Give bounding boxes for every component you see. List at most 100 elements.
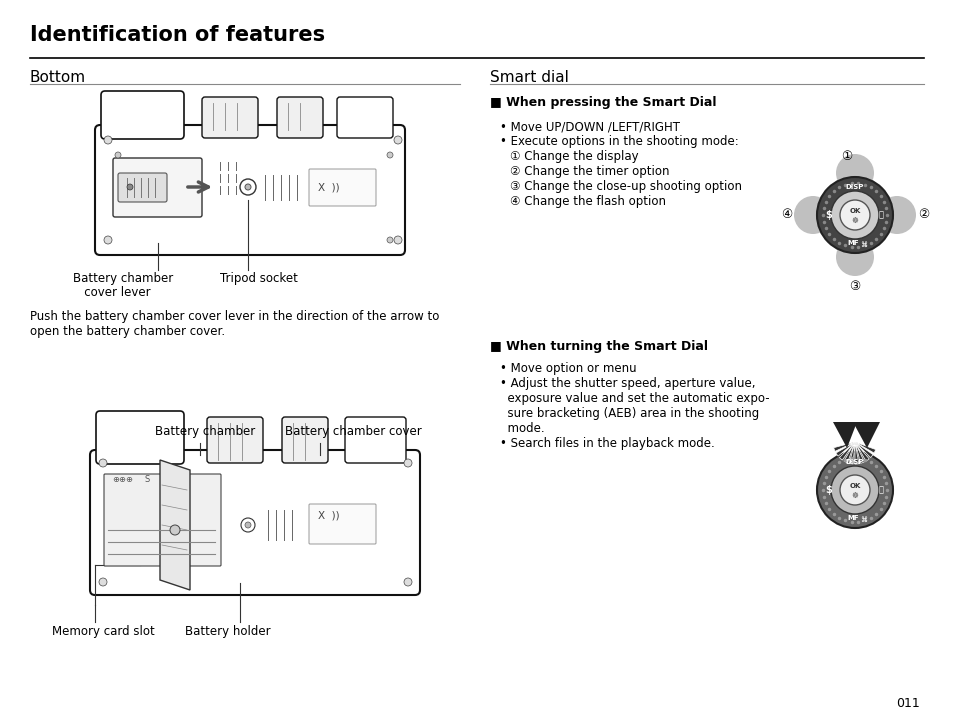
Text: Battery holder: Battery holder — [185, 625, 271, 638]
Text: $: $ — [824, 485, 832, 495]
Text: Tripod socket: Tripod socket — [220, 272, 297, 285]
Text: Battery chamber: Battery chamber — [73, 272, 173, 285]
Circle shape — [170, 525, 180, 535]
Circle shape — [816, 177, 892, 253]
FancyBboxPatch shape — [202, 97, 257, 138]
Text: OK: OK — [848, 483, 860, 489]
Text: open the battery chamber cover.: open the battery chamber cover. — [30, 325, 225, 338]
Text: • Search files in the playback mode.: • Search files in the playback mode. — [499, 437, 714, 450]
Circle shape — [104, 136, 112, 144]
Wedge shape — [854, 442, 863, 463]
Text: mode.: mode. — [499, 422, 544, 435]
Circle shape — [245, 522, 251, 528]
Circle shape — [99, 459, 107, 467]
Text: ②: ② — [917, 209, 928, 222]
Circle shape — [241, 518, 254, 532]
Text: 011: 011 — [895, 697, 919, 710]
Circle shape — [104, 236, 112, 244]
Circle shape — [245, 184, 251, 190]
Text: ② Change the timer option: ② Change the timer option — [510, 165, 669, 178]
Circle shape — [387, 237, 393, 243]
Text: • Move option or menu: • Move option or menu — [499, 362, 636, 375]
Text: ■ When pressing the Smart Dial: ■ When pressing the Smart Dial — [490, 96, 716, 109]
Circle shape — [840, 200, 869, 230]
Text: Identification of features: Identification of features — [30, 25, 325, 45]
Text: Memory card slot: Memory card slot — [52, 625, 154, 638]
Circle shape — [394, 236, 401, 244]
Circle shape — [830, 466, 878, 514]
Wedge shape — [854, 442, 868, 461]
Text: ③: ③ — [848, 280, 860, 293]
Text: OK: OK — [848, 208, 860, 214]
Polygon shape — [832, 422, 856, 448]
Wedge shape — [843, 442, 854, 463]
Text: ① Change the display: ① Change the display — [510, 150, 638, 163]
Text: ④ Change the flash option: ④ Change the flash option — [510, 195, 665, 208]
Circle shape — [830, 191, 878, 239]
Text: ⌛: ⌛ — [878, 210, 882, 220]
Text: • Adjust the shutter speed, aperture value,: • Adjust the shutter speed, aperture val… — [499, 377, 755, 390]
Text: ⌘: ⌘ — [859, 517, 866, 523]
Circle shape — [403, 578, 412, 586]
Wedge shape — [835, 442, 854, 456]
Circle shape — [387, 152, 393, 158]
Text: sure bracketing (AEB) area in the shooting: sure bracketing (AEB) area in the shooti… — [499, 407, 759, 420]
Text: Bottom: Bottom — [30, 70, 86, 85]
Text: cover lever: cover lever — [73, 286, 151, 299]
Text: X  )): X )) — [317, 511, 339, 521]
FancyBboxPatch shape — [336, 97, 393, 138]
FancyBboxPatch shape — [118, 173, 167, 202]
FancyBboxPatch shape — [90, 450, 419, 595]
Circle shape — [99, 578, 107, 586]
Text: MF: MF — [846, 240, 858, 246]
FancyBboxPatch shape — [96, 411, 184, 464]
Circle shape — [816, 452, 892, 528]
Circle shape — [835, 154, 873, 192]
FancyBboxPatch shape — [104, 474, 221, 566]
Text: MF: MF — [846, 515, 858, 521]
Text: ☸: ☸ — [851, 215, 858, 225]
Text: • Move UP/DOWN /LEFT/RIGHT: • Move UP/DOWN /LEFT/RIGHT — [499, 120, 679, 133]
Text: ④: ④ — [780, 209, 791, 222]
Text: ③ Change the close-up shooting option: ③ Change the close-up shooting option — [510, 180, 741, 193]
Text: ⌛: ⌛ — [878, 485, 882, 495]
Text: • Execute options in the shooting mode:: • Execute options in the shooting mode: — [499, 135, 738, 148]
Circle shape — [115, 152, 121, 158]
Circle shape — [394, 136, 401, 144]
Polygon shape — [852, 422, 879, 448]
FancyBboxPatch shape — [309, 169, 375, 206]
Wedge shape — [854, 442, 858, 464]
Polygon shape — [160, 460, 190, 590]
Text: Smart dial: Smart dial — [490, 70, 568, 85]
FancyBboxPatch shape — [345, 417, 406, 463]
Text: DISP: DISP — [845, 184, 863, 190]
Text: exposure value and set the automatic expo-: exposure value and set the automatic exp… — [499, 392, 769, 405]
Text: S: S — [145, 475, 150, 484]
Text: Battery chamber cover: Battery chamber cover — [285, 425, 421, 438]
Text: ■ When turning the Smart Dial: ■ When turning the Smart Dial — [490, 340, 707, 353]
Text: ☸: ☸ — [851, 490, 858, 500]
Circle shape — [840, 475, 869, 505]
Circle shape — [403, 459, 412, 467]
Circle shape — [793, 196, 831, 234]
Circle shape — [127, 184, 132, 190]
Wedge shape — [854, 442, 875, 453]
Wedge shape — [854, 442, 872, 457]
Text: Push the battery chamber cover lever in the direction of the arrow to: Push the battery chamber cover lever in … — [30, 310, 439, 323]
FancyBboxPatch shape — [112, 158, 202, 217]
FancyBboxPatch shape — [282, 417, 328, 463]
Text: X  )): X )) — [317, 183, 339, 193]
Wedge shape — [833, 442, 854, 451]
Circle shape — [877, 196, 915, 234]
FancyBboxPatch shape — [309, 504, 375, 544]
FancyBboxPatch shape — [101, 91, 184, 139]
Wedge shape — [839, 442, 854, 460]
Wedge shape — [848, 442, 854, 464]
Text: Battery chamber: Battery chamber — [154, 425, 255, 438]
Circle shape — [835, 238, 873, 276]
Text: DISP: DISP — [845, 459, 863, 465]
Circle shape — [240, 179, 255, 195]
Text: $: $ — [824, 210, 832, 220]
Text: ⌘: ⌘ — [859, 242, 866, 248]
Text: ①: ① — [841, 150, 852, 163]
